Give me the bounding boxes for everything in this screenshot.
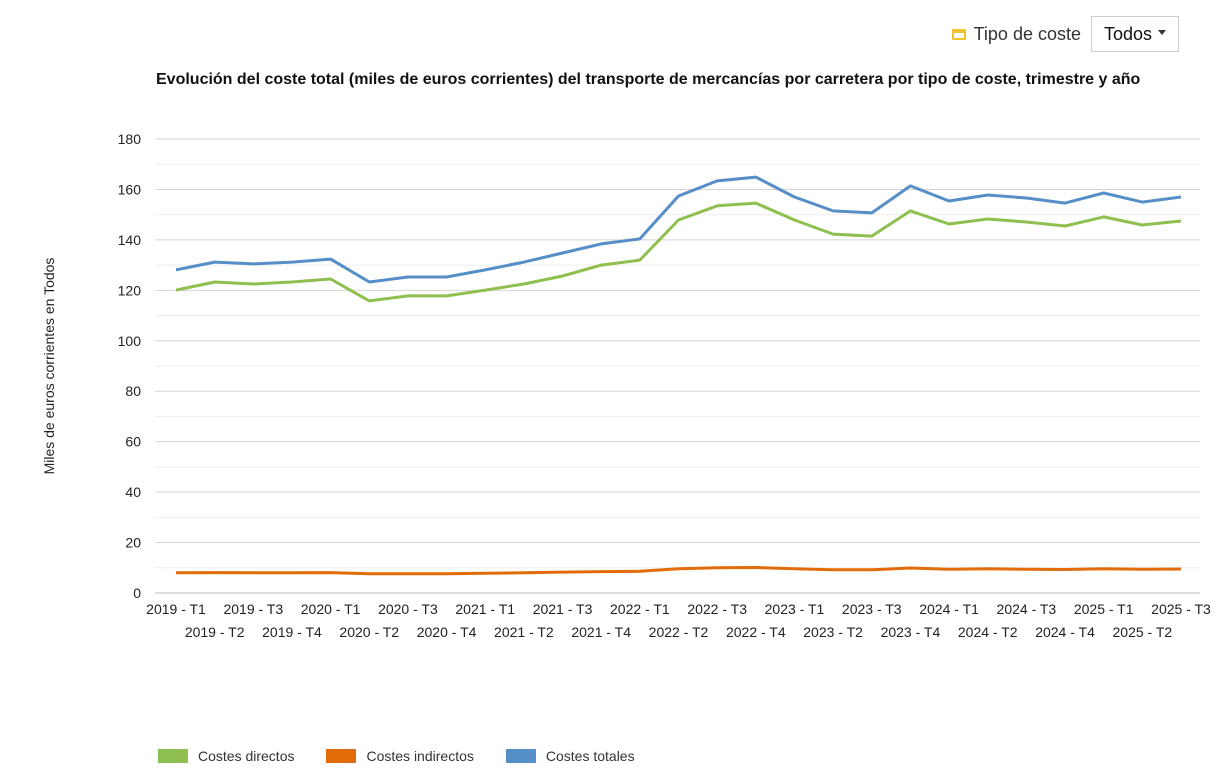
filter-label-text: Tipo de coste	[973, 23, 1081, 44]
y-tick-label: 120	[118, 282, 142, 298]
selected-value: Todos	[1103, 23, 1153, 44]
x-tick-label: 2024 - T1	[919, 601, 979, 617]
chart-title: Evolución del coste total (miles de euro…	[156, 71, 1141, 88]
y-tick-label: 0	[133, 585, 141, 601]
x-tick-label: 2019 - T1	[146, 601, 206, 617]
x-tick-label: 2021 - T4	[571, 624, 631, 640]
legend-item[interactable]: Costes indirectos	[326, 748, 474, 764]
x-tick-label: 2019 - T3	[223, 601, 283, 617]
x-tick-label: 2024 - T2	[958, 624, 1018, 640]
legend-item[interactable]: Costes directos	[158, 748, 294, 764]
x-tick-label: 2025 - T3	[1151, 601, 1211, 617]
y-tick-label: 60	[125, 434, 141, 450]
x-tick-label: 2024 - T3	[997, 601, 1057, 617]
series-line-costes-totales	[175, 175, 1182, 284]
x-tick-label: 2023 - T1	[765, 601, 825, 617]
cost-type-select[interactable]: Todos	[1091, 16, 1179, 52]
calendar-icon	[951, 28, 966, 40]
y-tick-label: 140	[118, 232, 142, 248]
x-tick-label: 2019 - T4	[262, 624, 322, 640]
x-tick-label: 2020 - T3	[378, 601, 438, 617]
legend-label: Costes indirectos	[366, 748, 474, 764]
legend: Costes directos Costes indirectos Costes t…	[158, 748, 635, 764]
x-tick-label: 2020 - T1	[301, 601, 361, 617]
x-tick-label: 2022 - T2	[649, 624, 709, 640]
y-tick-label: 180	[118, 131, 142, 147]
cost-type-filter: Tipo de coste Todos	[951, 16, 1179, 52]
x-tick-label: 2021 - T1	[455, 601, 515, 617]
x-tick-label: 2021 - T3	[533, 601, 593, 617]
y-tick-label: 80	[125, 383, 141, 399]
x-tick-label: 2023 - T2	[803, 624, 863, 640]
series-line-costes-indirectos	[175, 566, 1182, 576]
legend-swatch	[326, 749, 357, 763]
y-tick-label: 100	[118, 333, 142, 349]
x-tick-label: 2025 - T2	[1113, 624, 1173, 640]
x-tick-label: 2025 - T1	[1074, 601, 1134, 617]
y-tick-label: 160	[118, 181, 142, 197]
y-axis-label: Miles de euros corrientes en Todos	[41, 258, 57, 475]
y-tick-label: 20	[125, 535, 141, 551]
caret-down-icon	[1158, 29, 1167, 35]
legend-item[interactable]: Costes totales	[505, 748, 635, 764]
x-tick-label: 2022 - T1	[610, 601, 670, 617]
x-tick-label: 2024 - T4	[1035, 624, 1095, 640]
filter-label: Tipo de coste	[951, 23, 1081, 45]
x-tick-label: 2020 - T4	[417, 624, 477, 640]
x-tick-label: 2022 - T3	[687, 601, 747, 617]
x-tick-label: 2023 - T3	[842, 601, 902, 617]
x-tick-label: 2022 - T4	[726, 624, 786, 640]
y-tick-label: 40	[125, 484, 141, 500]
x-tick-label: 2023 - T4	[881, 624, 941, 640]
legend-label: Costes directos	[198, 748, 295, 764]
legend-swatch	[505, 749, 536, 763]
x-tick-label: 2021 - T2	[494, 624, 554, 640]
legend-swatch	[158, 749, 188, 763]
series-line-costes-directos	[175, 201, 1182, 303]
x-tick-label: 2020 - T2	[339, 624, 399, 640]
legend-label: Costes totales	[545, 748, 635, 764]
x-tick-label: 2019 - T2	[185, 624, 245, 640]
